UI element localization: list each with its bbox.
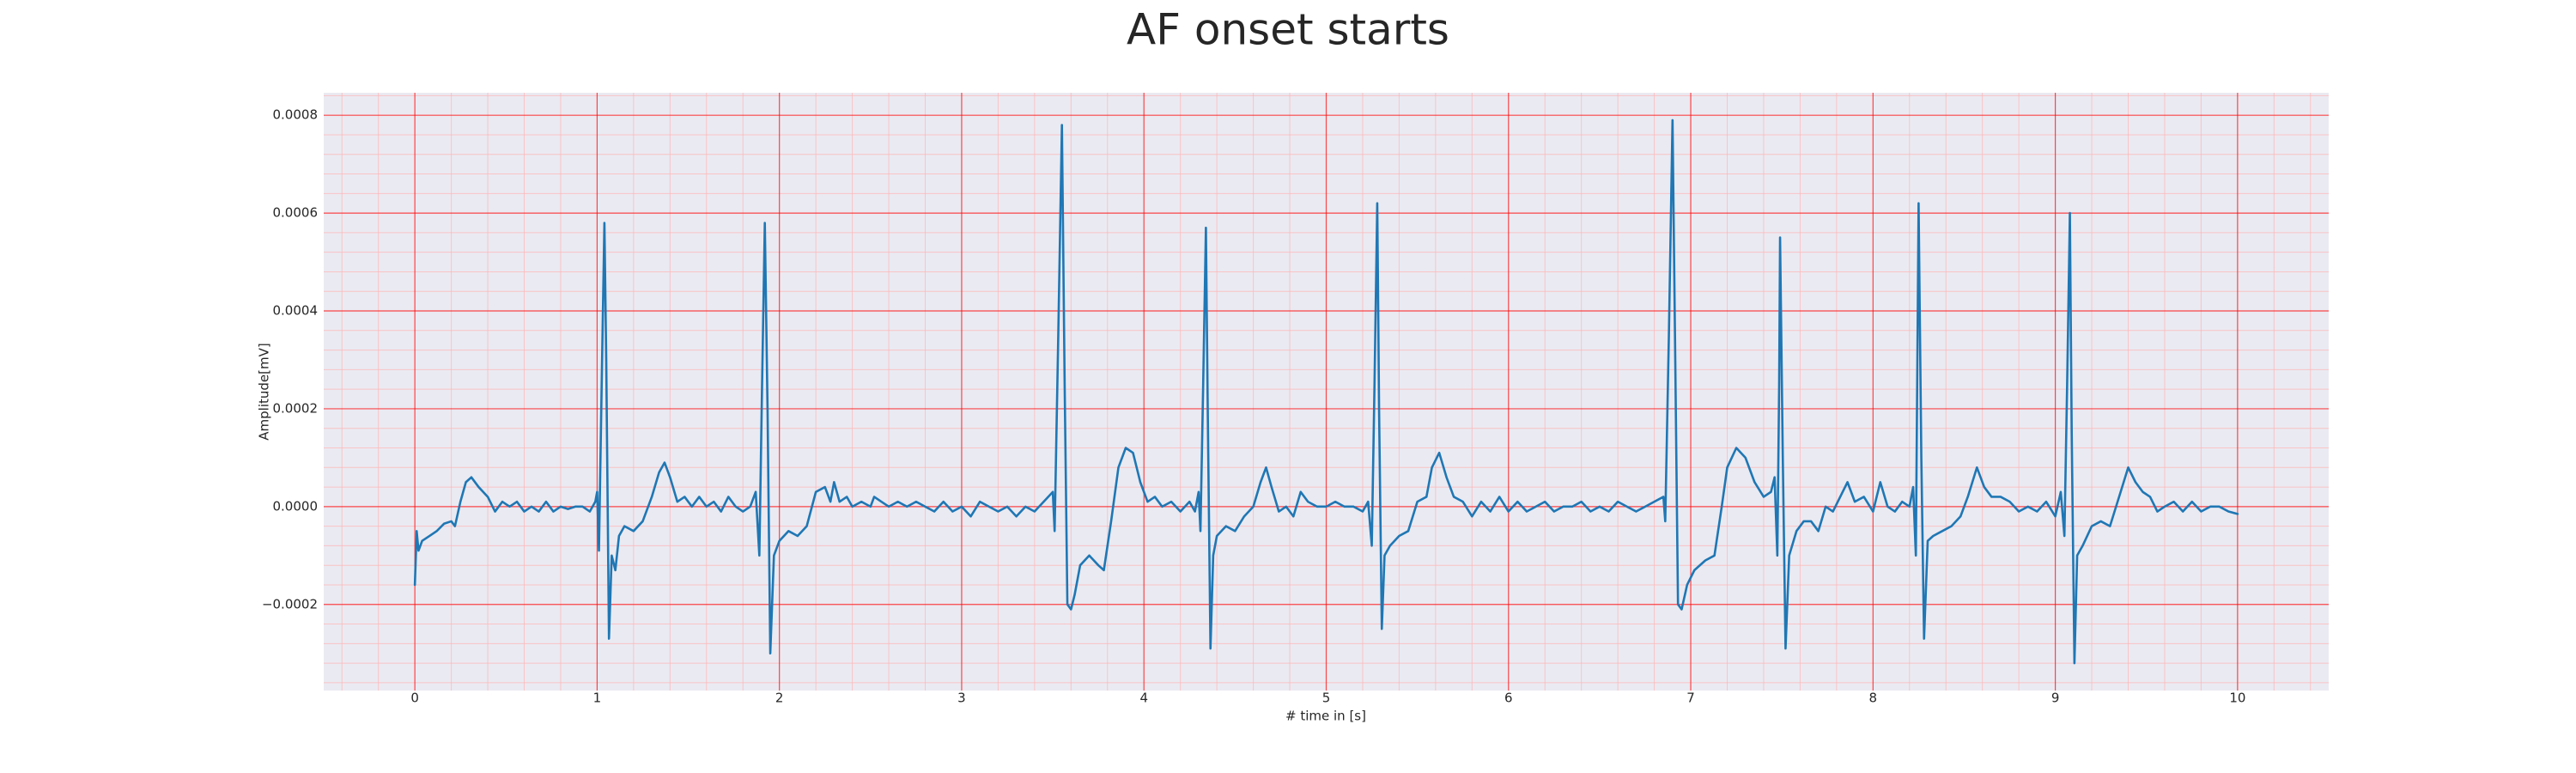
y-tick-label: 0.0004 xyxy=(273,303,319,319)
x-tick-label: 2 xyxy=(775,691,784,706)
y-tick-label: −0.0002 xyxy=(262,596,318,612)
x-tick-label: 10 xyxy=(2229,691,2245,706)
y-axis-label: Amplitude[mV] xyxy=(257,343,272,440)
x-tick-label: 1 xyxy=(593,691,602,706)
y-tick-label: 0.0000 xyxy=(273,498,319,514)
x-tick-label: 4 xyxy=(1139,691,1148,706)
x-tick-label: 9 xyxy=(2051,691,2060,706)
x-tick-label: 7 xyxy=(1686,691,1695,706)
plot-area xyxy=(324,93,2329,691)
y-tick-label: 0.0002 xyxy=(273,400,319,416)
signal-line xyxy=(413,119,2239,665)
chart-title: AF onset starts xyxy=(1127,5,1449,55)
x-tick-label: 5 xyxy=(1322,691,1331,706)
x-tick-label: 0 xyxy=(410,691,419,706)
x-axis-label: # time in [s] xyxy=(1285,709,1366,724)
x-tick-label: 3 xyxy=(957,691,966,706)
y-tick-label: 0.0008 xyxy=(273,107,319,123)
x-tick-label: 6 xyxy=(1504,691,1513,706)
x-tick-label: 8 xyxy=(1869,691,1878,706)
y-tick-label: 0.0006 xyxy=(273,205,319,221)
